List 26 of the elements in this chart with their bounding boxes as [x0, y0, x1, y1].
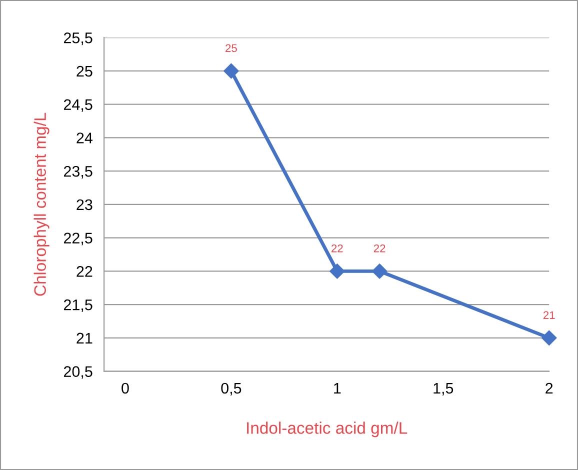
- data-label: 21: [543, 311, 555, 319]
- x-tick-label: 1,5: [434, 382, 454, 396]
- data-label: 25: [226, 44, 237, 52]
- y-tick-label: 25: [76, 66, 92, 77]
- y-tick-label: 24: [76, 132, 92, 144]
- y-tick-label: 20,5: [64, 366, 92, 379]
- y-axis-title: Chlorophyll content mg/L: [34, 112, 50, 296]
- y-tick-label: 23,5: [64, 166, 92, 179]
- point: [224, 63, 239, 79]
- x-axis-title: Indol-acetic acid gm/L: [247, 422, 408, 438]
- data-label: 22: [332, 244, 343, 252]
- y-tick-label: 21: [76, 332, 92, 344]
- y-tick-label: 22,5: [64, 232, 92, 246]
- x-tick-label: 2: [546, 382, 553, 394]
- data-label: 22: [374, 244, 386, 252]
- point: [330, 264, 345, 279]
- x-tick-label: 1: [334, 382, 341, 394]
- y-tick-label: 23: [76, 199, 92, 210]
- y-tick-label: 21,5: [64, 299, 92, 312]
- y-tick-label: 25,5: [64, 32, 92, 46]
- y-tick-label: 24,5: [64, 99, 92, 112]
- x-tick-label: 0,5: [221, 382, 242, 396]
- point: [372, 264, 388, 279]
- point: [542, 330, 557, 346]
- x-tick-label: 0: [122, 382, 129, 394]
- y-tick-label: 22: [76, 266, 92, 277]
